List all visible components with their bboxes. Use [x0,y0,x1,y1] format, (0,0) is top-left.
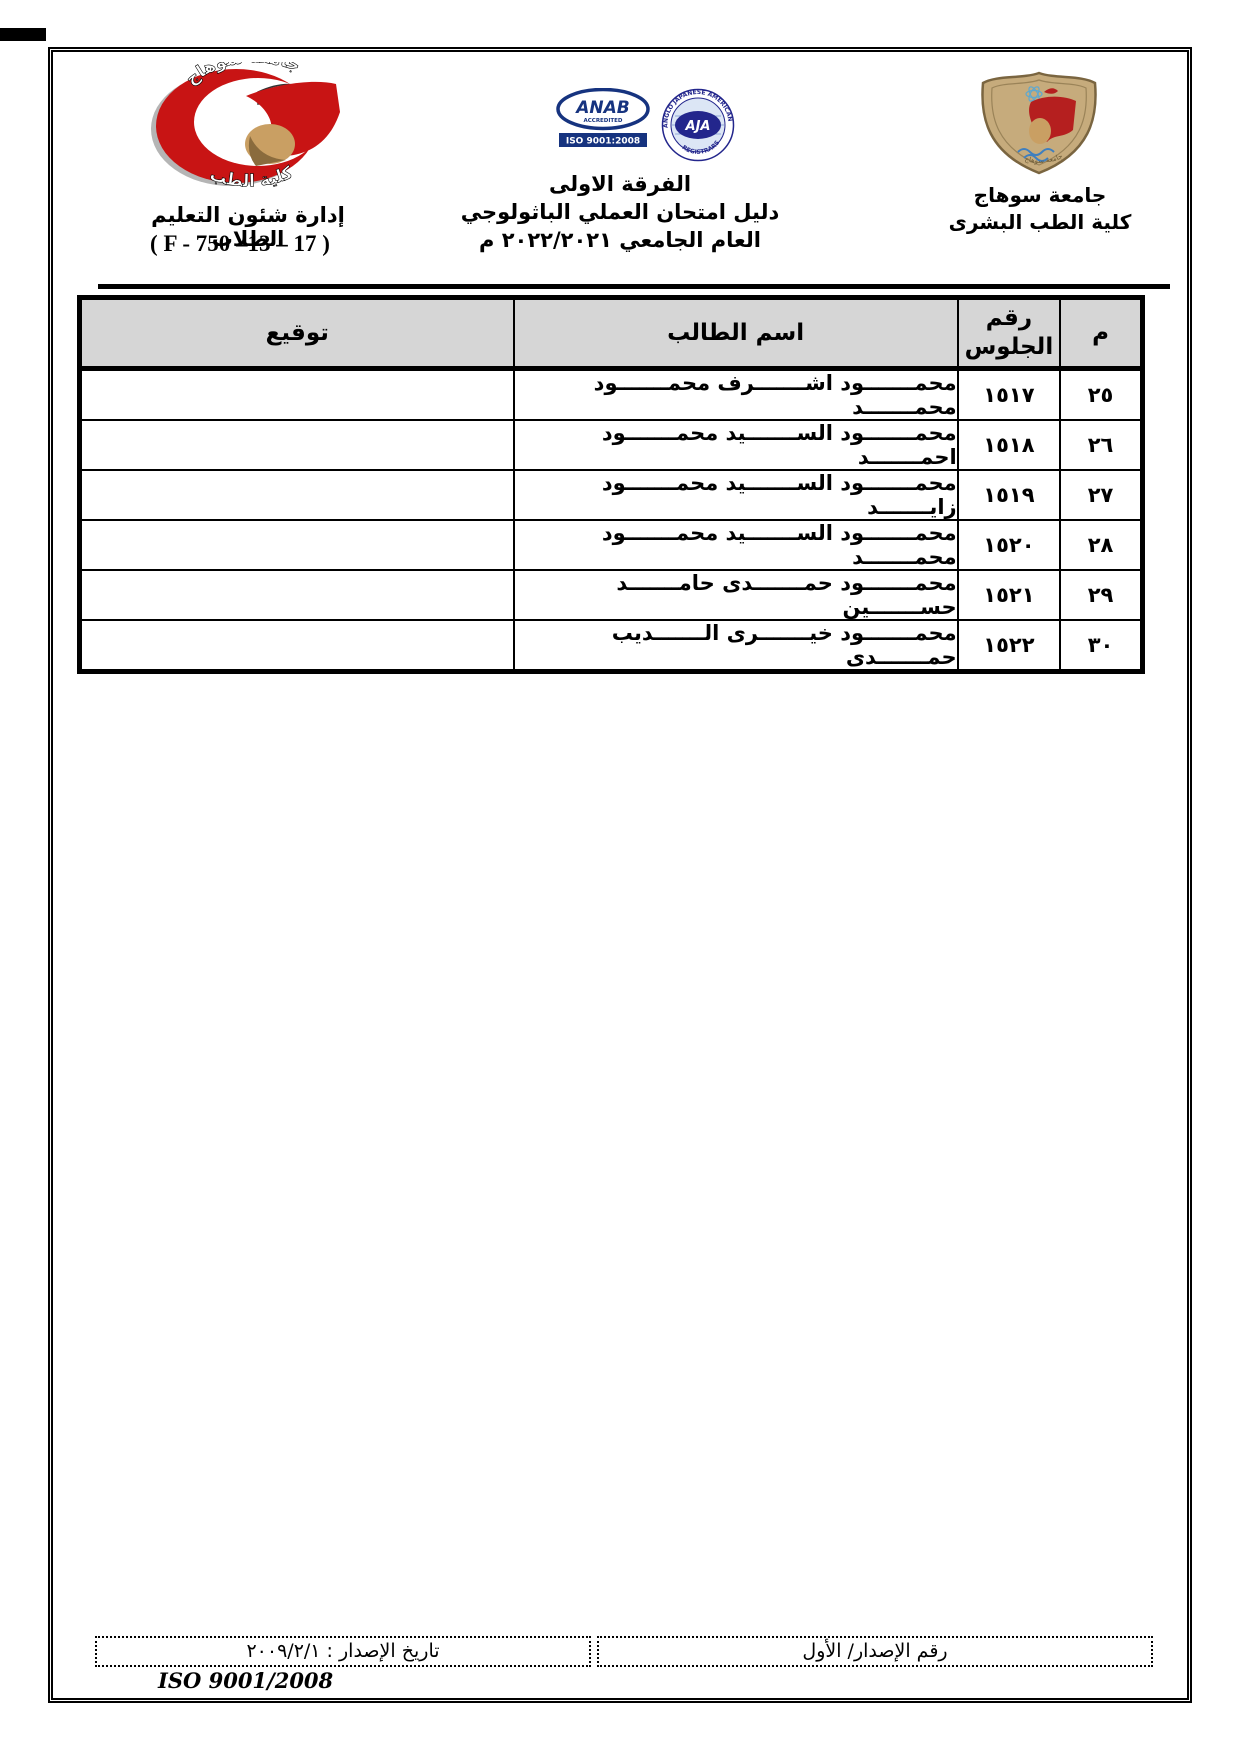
column-header-seat: رقم الجلوس [956,296,1062,371]
index-cell: ٢٩ [1059,569,1144,621]
seat-number-cell: ١٥٢١ [956,569,1062,621]
crescent-headdress-shape [246,81,340,156]
column-header-signature: توقيع [78,296,515,371]
table-row: ٢٩ ١٥٢١ محمـــــــود حمـــــــدى حامــــ… [78,569,1144,621]
seat-number-cell: ١٥٢٢ [956,619,1062,673]
page-border-frame [48,47,1192,1703]
exam-year-line: العام الجامعي ٢٠٢٢/٢٠٢١ م [479,228,761,252]
table-row: ٢٨ ١٥٢٠ محمـــــــود الســـــــيد محمـــ… [78,519,1144,571]
exam-title-block: الفرقة الاولى دليل امتحان العملي الباثول… [440,170,800,254]
student-name-cell: محمـــــــود حمـــــــدى حامـــــــد حسـ… [512,569,959,621]
students-table: م رقم الجلوس اسم الطالب توقيع ٢٥ ١٥١٧ مح… [77,295,1145,674]
seat-number-cell: ١٥٢٠ [956,519,1062,571]
index-cell: ٢٥ [1059,367,1144,421]
faculty-crescent-logo: جامعة سوهاج كلية الطب [151,47,340,192]
signature-cell [78,619,515,673]
faculty-name-label: كلية الطب البشرى [948,210,1132,234]
shield-face-shape [1029,118,1051,144]
aja-center-oval [675,111,721,139]
footer-iso-label: ISO 9001/2008 [158,1668,334,1693]
seat-number-cell: ١٥١٨ [956,419,1062,471]
signature-cell [78,367,515,421]
university-shield-logo: جامعة سوهاج [981,71,1097,175]
index-cell: ٣٠ [1059,619,1144,673]
scan-artifact-mark [0,28,46,41]
index-cell: ٢٦ [1059,419,1144,471]
index-cell: ٢٨ [1059,519,1144,571]
student-name-cell: محمـــــــود الســـــــيد محمـــــــود م… [512,519,959,571]
anab-accredited-text: ACCREDITED [583,118,622,124]
university-block: جامعة سوهاج [976,70,1106,180]
table-row: ٢٦ ١٥١٨ محمـــــــود الســـــــيد محمـــ… [78,419,1144,471]
footer-issue-number-cell: رقم الإصدار/ الأول [597,1636,1153,1667]
exam-grade-line: الفرقة الاولى [548,172,692,196]
student-name-cell: محمـــــــود خيـــــــرى الـــــــديب حم… [512,619,959,673]
column-header-name: اسم الطالب [512,296,959,371]
header-divider-rule [98,284,1170,289]
aja-center-text: AJA [685,119,711,134]
aja-logo: AJA ANGLO JAPANESE AMERICAN REGISTRARS [661,88,735,162]
form-code-label: ( F - 750 –13 – 17 ) [150,231,330,256]
admin-department-label: إدارة شئون التعليم الطلاب [151,203,345,251]
table-header-row: م رقم الجلوس اسم الطالب توقيع [78,296,1144,371]
signature-cell [78,419,515,471]
table-row: ٢٧ ١٥١٩ محمـــــــود الســـــــيد محمـــ… [78,469,1144,521]
signature-cell [78,469,515,521]
anab-logo: ANAB ACCREDITED ISO 9001:2008 [556,88,650,147]
column-header-index: م [1059,296,1144,371]
certification-logos: ANAB ACCREDITED ISO 9001:2008 AJA ANGLO … [556,88,756,162]
footer-issue-date-cell: تاريخ الإصدار : ٢٠٠٩/٢/١ [95,1636,591,1667]
university-name-block: جامعة سوهاج كلية الطب البشرى [930,182,1150,236]
index-cell: ٢٧ [1059,469,1144,521]
student-name-cell: محمـــــــود الســـــــيد محمـــــــود ا… [512,419,959,471]
table-row: ٢٥ ١٥١٧ محمـــــــود اشـــــــرف محمــــ… [78,367,1144,421]
seat-number-cell: ١٥١٩ [956,469,1062,521]
signature-cell [78,519,515,571]
anab-iso-badge: ISO 9001:2008 [566,137,640,147]
signature-cell [78,569,515,621]
student-name-cell: محمـــــــود الســـــــيد محمـــــــود ز… [512,469,959,521]
seat-number-cell: ١٥١٧ [956,367,1062,421]
exam-title-line: دليل امتحان العملي الباثولوجي [460,200,780,224]
faculty-admin-block: جامعة سوهاج كلية الطب [100,47,400,194]
student-name-cell: محمـــــــود اشـــــــرف محمـــــــود مح… [512,367,959,421]
table-row: ٣٠ ١٥٢٢ محمـــــــود خيـــــــرى الـــــ… [78,619,1144,673]
university-name-label: جامعة سوهاج [973,183,1107,207]
anab-logo-text: ANAB [574,98,630,118]
